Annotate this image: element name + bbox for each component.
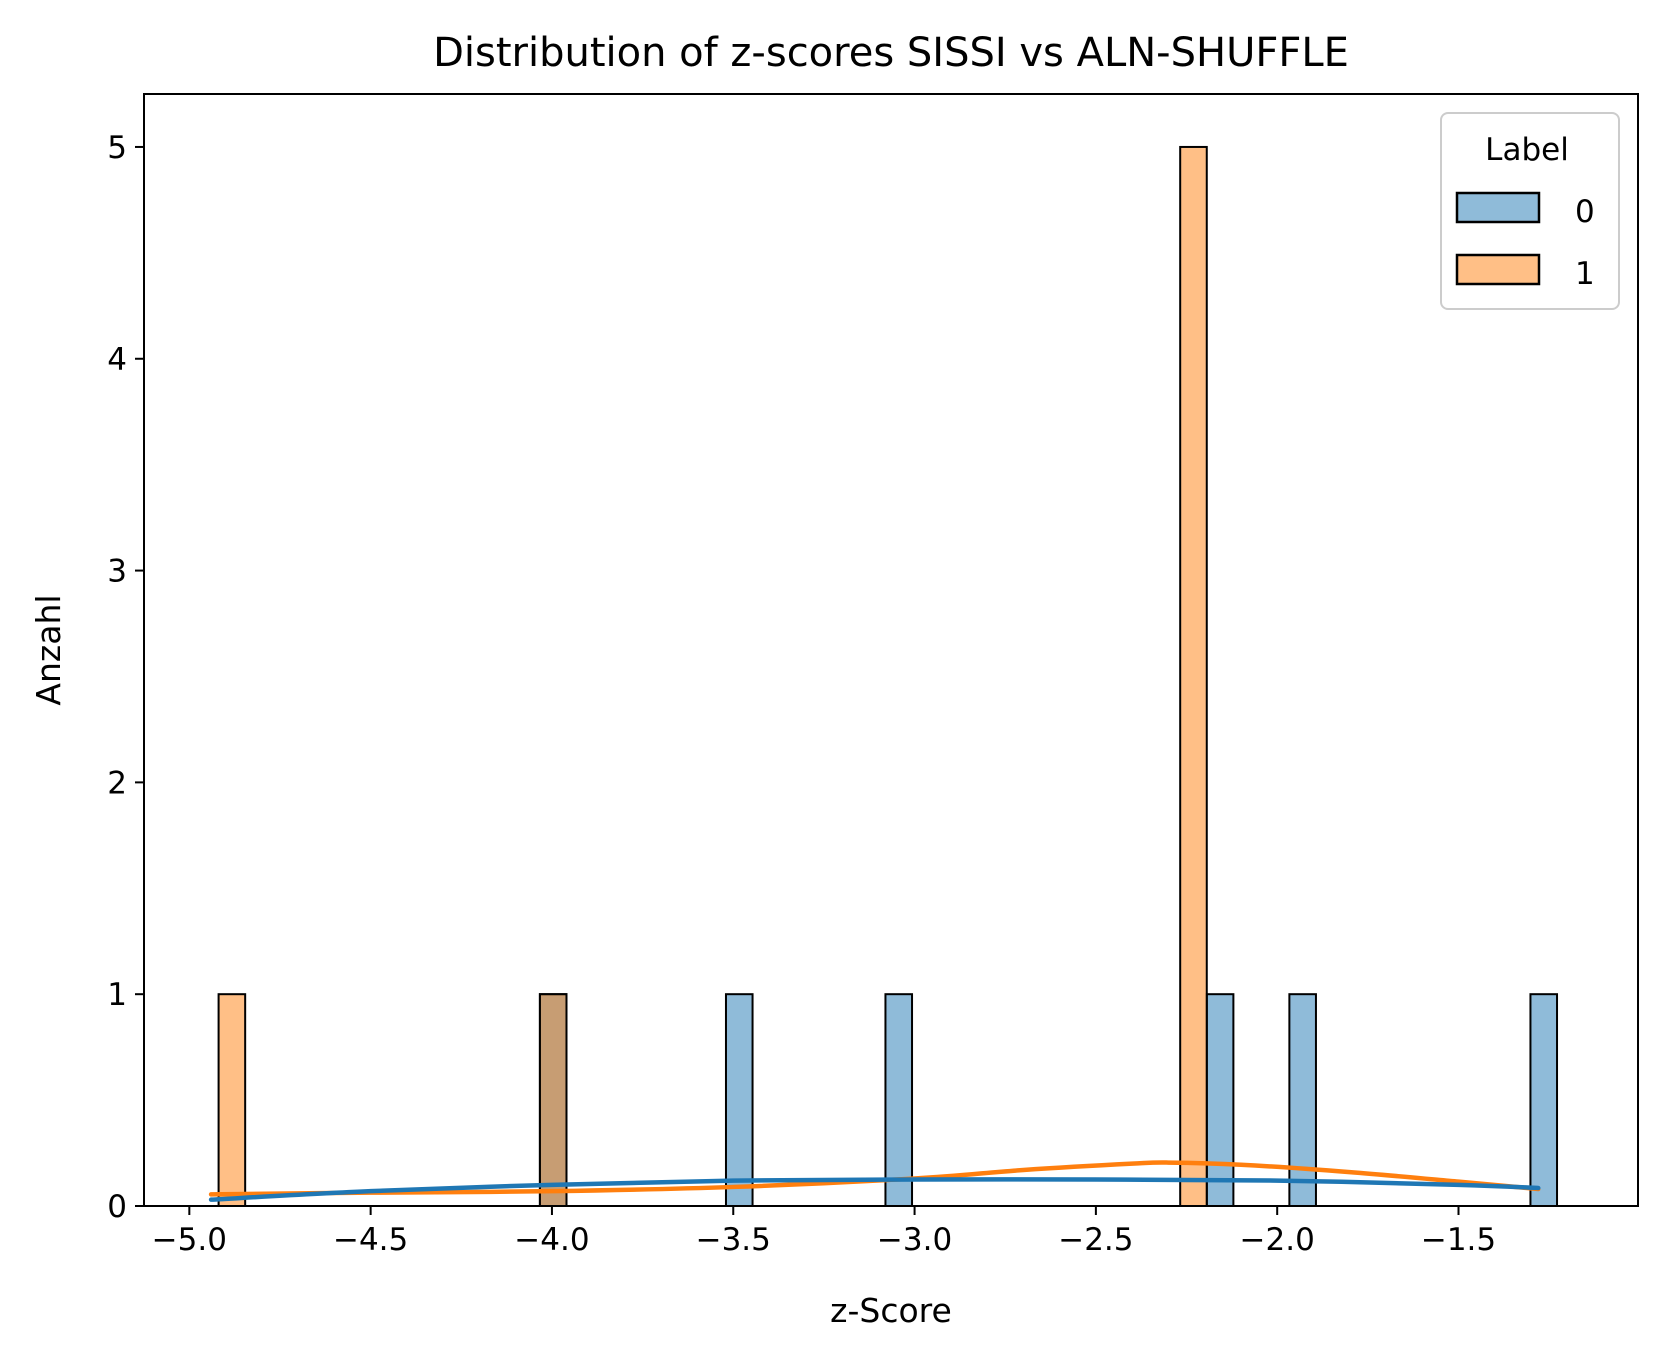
y-tick-label: 4 [107,342,127,378]
x-tick-label: −1.5 [1421,1222,1496,1258]
x-axis: −5.0 −4.5 −4.0 −3.5 −3.0 −2.5 −2.0 −1.5 [152,1206,1496,1258]
x-tick-label: −2.0 [1240,1222,1315,1258]
histogram-bar [1205,993,1235,1208]
y-tick-label: 5 [107,130,127,166]
legend-swatch-0 [1455,191,1541,224]
histogram-bar [884,993,914,1208]
y-tick-label: 1 [107,977,127,1013]
legend-swatch-1 [1455,253,1541,286]
chart-title: Distribution of z-scores SISSI vs ALN-SH… [433,30,1349,76]
kde-layer [208,1160,1541,1202]
histogram-bar [1529,993,1559,1208]
histogram-bar [1288,993,1317,1208]
legend: Label 0 1 [1440,112,1620,310]
x-tick-label: −2.5 [1058,1222,1133,1258]
plot-frame [143,93,1639,1207]
histogram-bar [1179,145,1208,1207]
x-tick-label: −5.0 [152,1222,227,1258]
y-tick-label: 2 [107,765,127,801]
x-axis-label: z-Score [830,1291,952,1330]
kde-line-series-1 [208,1160,1541,1197]
x-tick-label: −3.5 [696,1222,771,1258]
y-axis: 0 1 2 3 4 5 [107,130,144,1225]
legend-label-0: 0 [1575,194,1595,230]
y-tick-label: 0 [107,1189,127,1225]
kde-line-series-0 [208,1177,1541,1202]
y-axis-label: Anzahl [29,594,68,705]
histogram-bar [724,993,754,1208]
legend-title: Label [1485,132,1569,168]
histogram-bar [538,993,568,1208]
legend-label-1: 1 [1575,256,1595,292]
x-tick-label: −3.0 [877,1222,952,1258]
histogram-bar [217,993,247,1208]
x-tick-label: −4.5 [333,1222,408,1258]
x-tick-label: −4.0 [514,1222,589,1258]
y-tick-label: 3 [107,554,127,590]
